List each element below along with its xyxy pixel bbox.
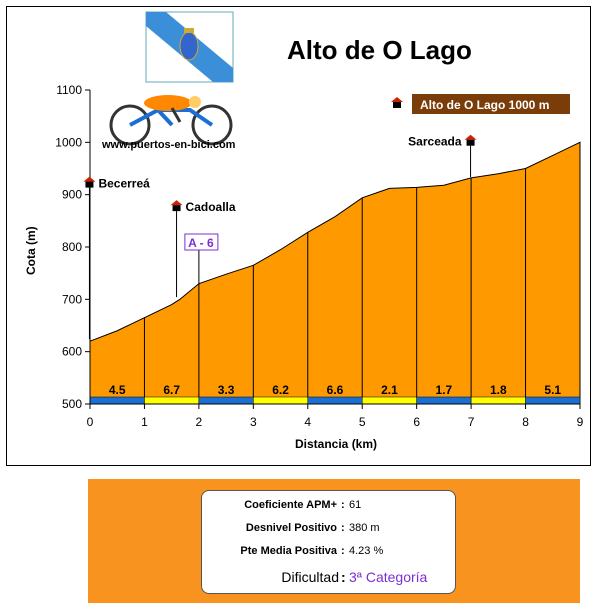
road-label-box: [184, 233, 219, 251]
segment-bar: [198, 396, 254, 405]
house-icon: [391, 97, 403, 108]
segment-gradient-label: 6.7: [163, 383, 180, 397]
pte-separator: :: [341, 545, 345, 557]
desnivel-label: Desnivel Positivo: [245, 522, 337, 534]
y-axis-label: Cota (m): [24, 226, 38, 275]
segment-bar: [525, 396, 581, 405]
house-body: [85, 181, 94, 188]
stats-panel: Coeficiente APM+ : 61 Desnivel Positivo …: [88, 479, 580, 603]
place-label: Becerreá: [98, 177, 150, 191]
house-icon: [464, 134, 477, 146]
segment-gradient-label: 1.8: [490, 383, 507, 397]
segment-bar: [361, 396, 417, 405]
pte-value: 4.23 %: [349, 545, 384, 557]
house-body: [466, 139, 475, 146]
segment-gradient-label: 2.1: [381, 383, 398, 397]
segment-bar: [307, 396, 363, 405]
y-tick-label: 700: [62, 292, 82, 306]
segment-bar: [470, 396, 526, 405]
x-tick-label: 1: [141, 415, 148, 429]
y-tick-label: 500: [62, 397, 82, 411]
segments: 4.5 6.7 3.3 6.2 6.6 2.1 1.7 1.8 5.1: [89, 383, 581, 405]
places: Becerreá Cadoalla Sarceada A - 6: [83, 97, 477, 340]
cyclist-logo-icon: [109, 95, 233, 146]
road-label: A - 6: [188, 236, 214, 250]
place-label: Cadoalla: [186, 200, 236, 214]
coef-value: 61: [349, 499, 362, 511]
house-icon: [83, 176, 96, 188]
segment-gradient-label: 6.6: [327, 383, 344, 397]
coef-separator: :: [341, 499, 345, 511]
profile-chart: Alto de O Lago www.puertos-en-bici.com 4…: [24, 11, 584, 451]
x-tick-label: 8: [522, 415, 529, 429]
segment-bar: [89, 396, 145, 405]
summit-label: Alto de O Lago 1000 m: [420, 98, 549, 112]
galicia-flag-icon: [145, 11, 234, 83]
x-tick-label: 9: [577, 415, 584, 429]
desnivel-value: 380 m: [349, 522, 380, 534]
segment-bar: [144, 396, 200, 405]
axes: 0 1 2 3 4 5 6 7 8 9 500 600 700 800 900 1000 1100: [55, 83, 583, 429]
segment-gradient-label: 3.3: [218, 383, 235, 397]
house-roof: [83, 176, 96, 182]
segment-bar: [416, 396, 472, 405]
pte-label: Pte Media Positiva: [240, 545, 337, 557]
coef-label: Coeficiente APM+: [244, 499, 337, 511]
x-tick-label: 7: [468, 415, 475, 429]
summit-marker: Alto de O Lago 1000 m: [412, 94, 570, 114]
segment-gradient-label: 5.1: [544, 383, 561, 397]
profile-area: [89, 141, 581, 405]
dificultad-label: Dificultad: [281, 569, 339, 585]
x-tick-label: 3: [250, 415, 257, 429]
x-tick-label: 0: [87, 415, 94, 429]
y-tick-label: 1100: [56, 83, 82, 97]
house-roof: [464, 134, 477, 140]
house-body: [393, 102, 401, 108]
plot-area: [89, 141, 581, 405]
house-roof: [170, 200, 183, 206]
watermark-text: www.puertos-en-bici.com: [101, 139, 236, 151]
y-tick-label: 600: [62, 345, 82, 359]
x-axis-label: Distancia (km): [295, 437, 377, 451]
chart-title: Alto de O Lago: [287, 35, 472, 65]
y-tick-label: 800: [62, 240, 82, 254]
stats-box: Coeficiente APM+ : 61 Desnivel Positivo …: [201, 490, 456, 594]
desnivel-separator: :: [341, 522, 345, 534]
dificultad-separator: :: [341, 569, 346, 585]
x-tick-label: 4: [304, 415, 311, 429]
x-tick-label: 2: [196, 415, 203, 429]
y-tick-label: 1000: [55, 135, 82, 149]
segment-gradient-label: 6.2: [272, 383, 289, 397]
dificultad-value: 3ª Categoría: [349, 569, 428, 585]
segment-gradient-label: 4.5: [109, 383, 126, 397]
place-label: Sarceada: [408, 135, 462, 149]
y-tick-label: 900: [62, 188, 82, 202]
x-tick-label: 5: [359, 415, 366, 429]
x-tick-label: 6: [413, 415, 420, 429]
house-body: [172, 205, 181, 212]
house-icon: [170, 200, 183, 212]
segment-gradient-label: 1.7: [436, 383, 453, 397]
house-roof: [391, 97, 403, 102]
segment-bar: [253, 396, 309, 405]
